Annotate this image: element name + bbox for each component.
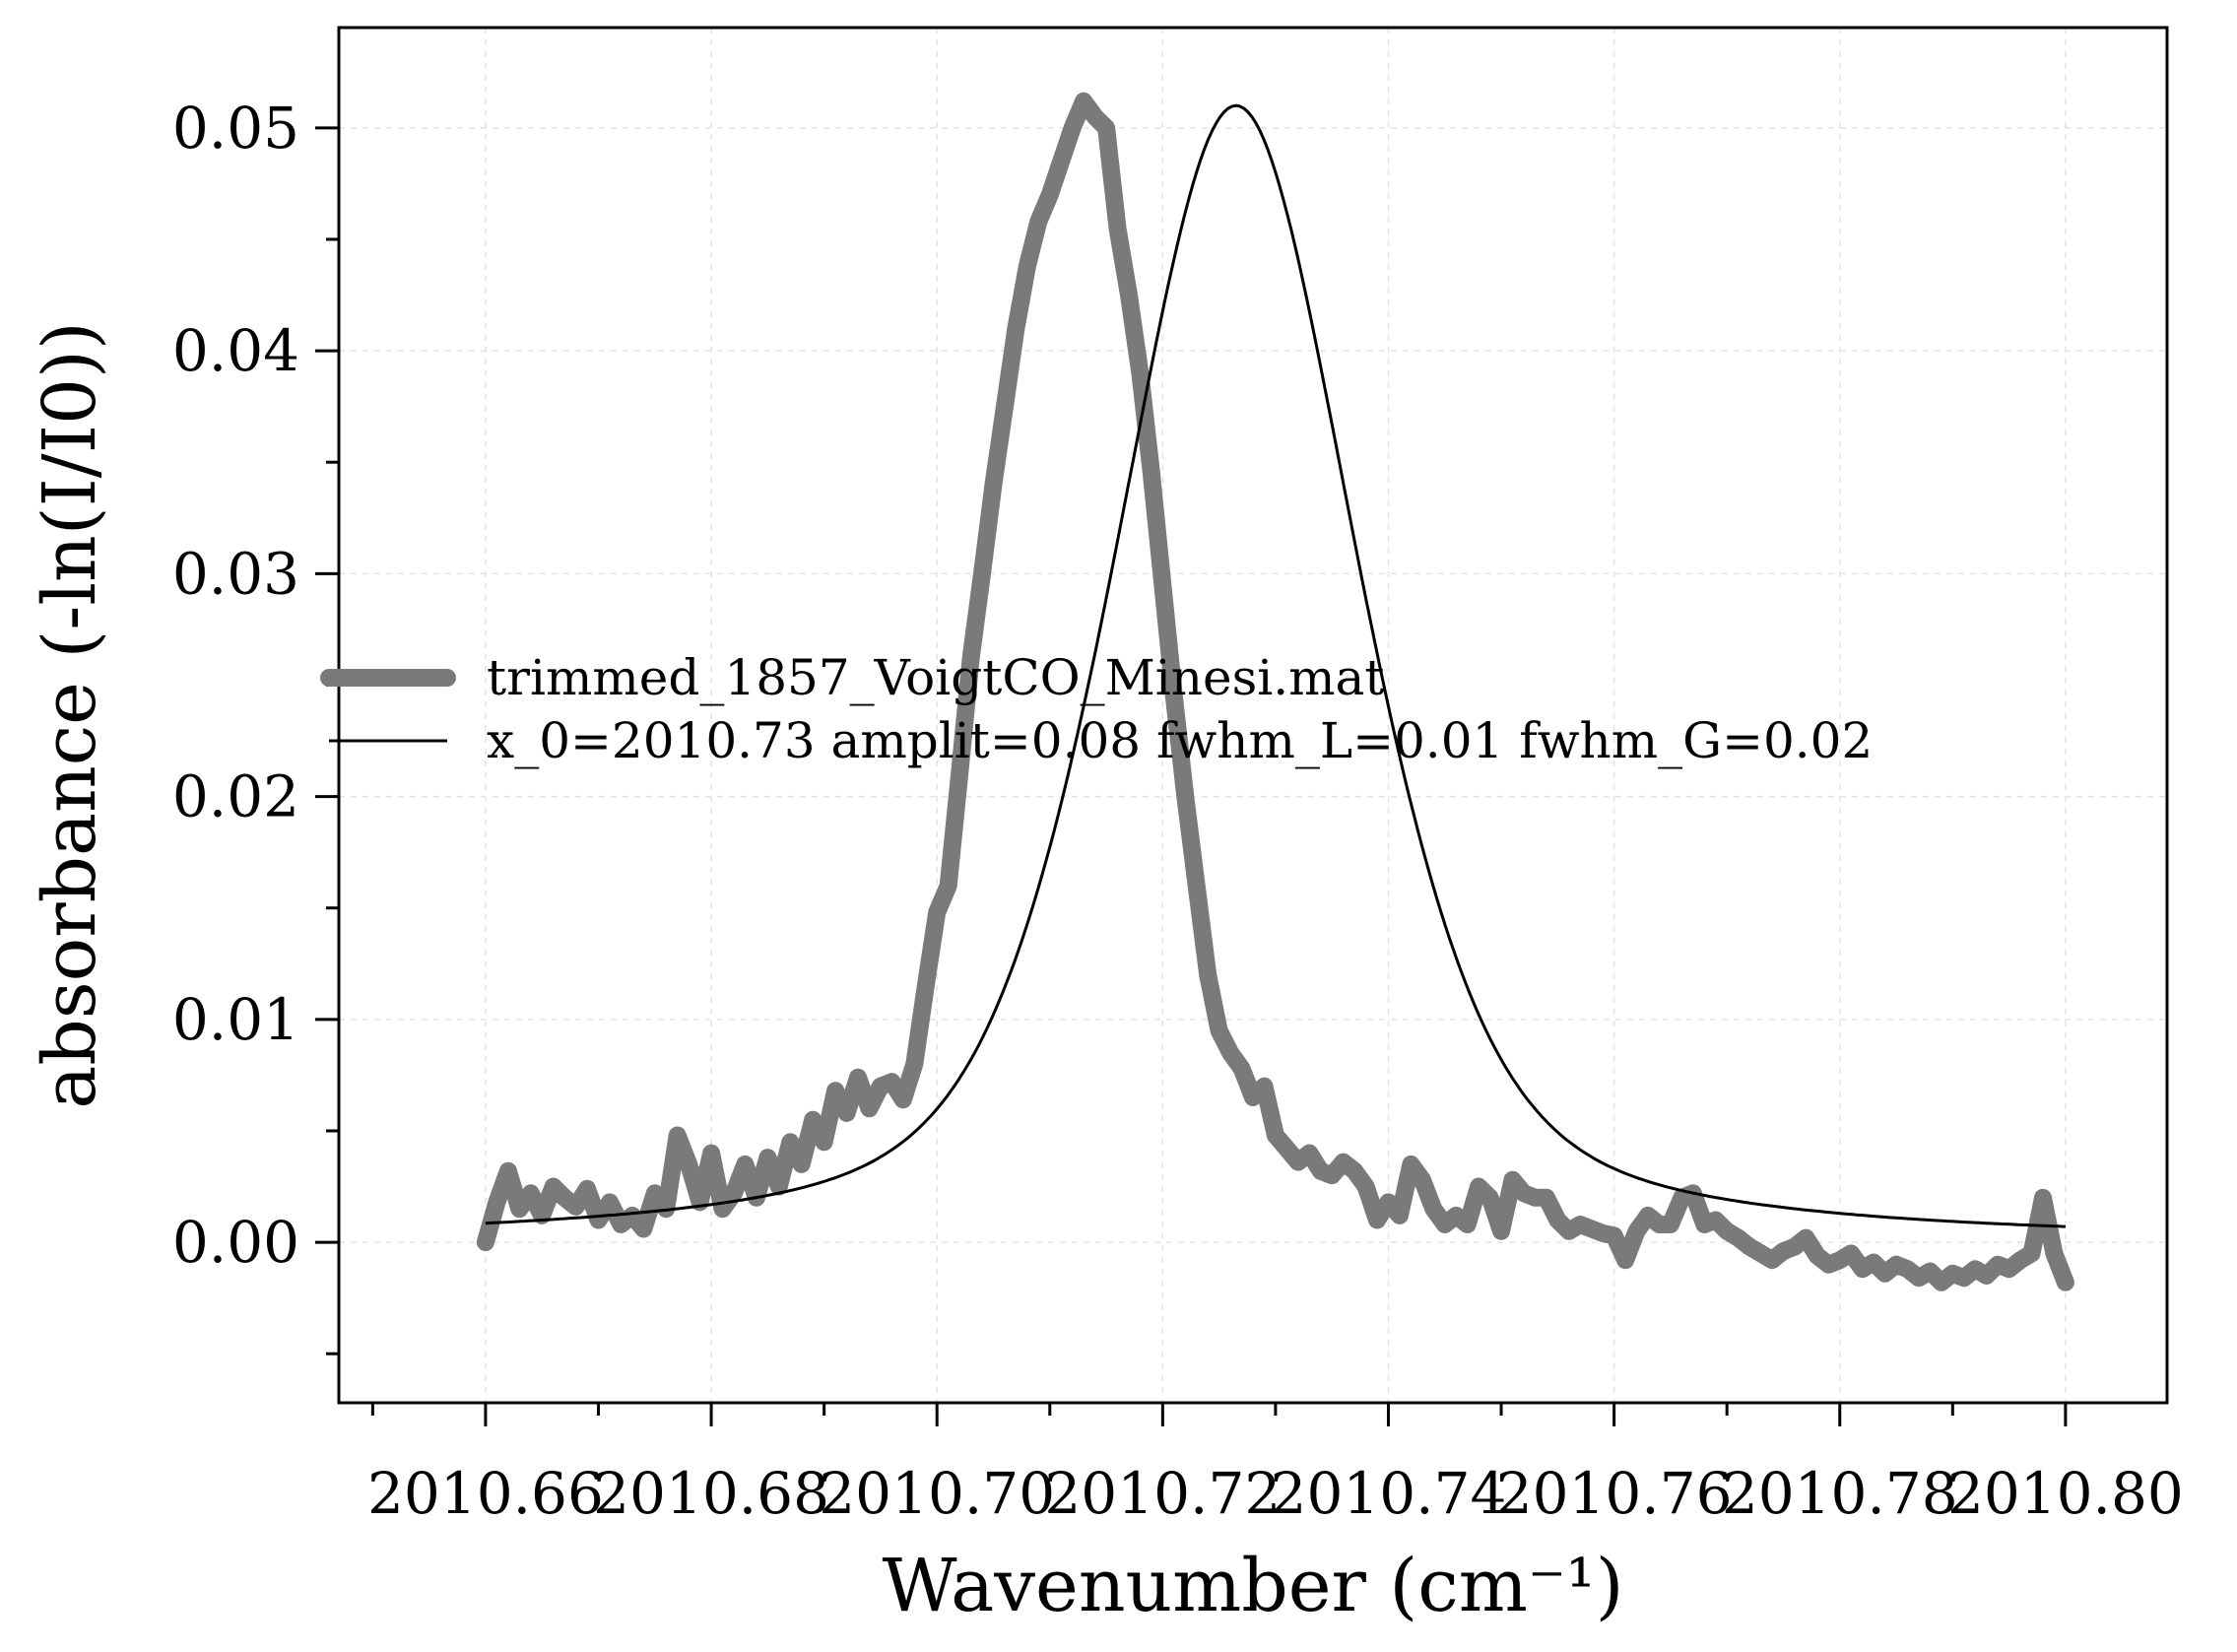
x-tick-label: 2010.78: [1722, 1460, 1958, 1527]
axis-ticks: 2010.662010.682010.702010.722010.742010.…: [172, 95, 2184, 1527]
legend-label-fit: x_0=2010.73 amplit=0.08 fwhm_L=0.01 fwhm…: [487, 712, 1873, 769]
y-axis-title: absorbance (-ln(I/I0)): [28, 321, 112, 1109]
data-series-line: [476, 92, 2074, 1291]
x-tick-label: 2010.72: [1044, 1460, 1281, 1527]
series-layer: [476, 92, 2074, 1291]
x-tick-label: 2010.76: [1496, 1460, 1733, 1527]
x-tick-label: 2010.66: [367, 1460, 604, 1527]
y-tick-label: 0.04: [172, 317, 299, 384]
y-tick-label: 0.03: [172, 540, 299, 607]
x-tick-label: 2010.68: [593, 1460, 829, 1527]
y-tick-label: 0.00: [172, 1209, 299, 1276]
legend-label-data: trimmed_1857_VoigtCO_Minesi.mat: [487, 649, 1384, 706]
fit-series-line: [485, 103, 2066, 1228]
y-tick-label: 0.02: [172, 763, 299, 830]
x-tick-label: 2010.70: [819, 1460, 1055, 1527]
y-tick-label: 0.01: [172, 986, 299, 1053]
y-tick-label: 0.05: [172, 95, 299, 162]
x-tick-label: 2010.80: [1947, 1460, 2184, 1527]
x-tick-label: 2010.74: [1271, 1460, 1507, 1527]
grid: [339, 28, 2167, 1403]
plot-frame: [337, 26, 2169, 1405]
x-axis-title: Wavenumber (cm⁻¹): [883, 1544, 1624, 1628]
legend: trimmed_1857_VoigtCO_Minesi.mat x_0=2010…: [320, 649, 1873, 769]
